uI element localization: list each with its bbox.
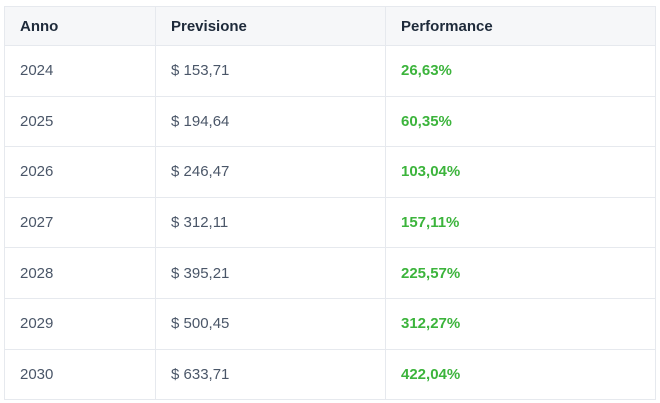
performance-cell: 60,35%	[385, 95, 656, 148]
forecast-cell: $ 246,47	[155, 146, 386, 198]
forecast-cell: $ 312,11	[155, 196, 386, 249]
year-cell: 2028	[4, 247, 156, 299]
performance-cell: 225,57%	[385, 247, 656, 299]
forecast-table-container: Anno Previsione Performance 2024 $ 153,7…	[4, 6, 656, 401]
forecast-cell: $ 194,64	[155, 95, 386, 148]
forecast-table: Anno Previsione Performance 2024 $ 153,7…	[4, 6, 656, 401]
forecast-cell: $ 153,71	[155, 45, 386, 97]
table-body: 2024 $ 153,71 26,63% 2025 $ 194,64 60,35…	[4, 45, 656, 401]
performance-cell: 103,04%	[385, 146, 656, 198]
performance-cell: 312,27%	[385, 297, 656, 350]
year-cell: 2029	[4, 297, 156, 350]
performance-cell: 157,11%	[385, 196, 656, 249]
table-row: 2025 $ 194,64 60,35%	[4, 95, 656, 148]
table-header: Anno Previsione Performance	[4, 6, 656, 46]
table-row: 2027 $ 312,11 157,11%	[4, 196, 656, 249]
year-cell: 2027	[4, 196, 156, 249]
table-row: 2029 $ 500,45 312,27%	[4, 297, 656, 350]
year-cell: 2025	[4, 95, 156, 148]
column-header-performance: Performance	[385, 6, 656, 46]
header-row: Anno Previsione Performance	[4, 6, 656, 46]
table-row: 2030 $ 633,71 422,04%	[4, 348, 656, 401]
table-row: 2026 $ 246,47 103,04%	[4, 146, 656, 198]
forecast-cell: $ 395,21	[155, 247, 386, 299]
forecast-cell: $ 633,71	[155, 348, 386, 401]
column-header-year: Anno	[4, 6, 156, 46]
column-header-forecast: Previsione	[155, 6, 386, 46]
year-cell: 2024	[4, 45, 156, 97]
forecast-cell: $ 500,45	[155, 297, 386, 350]
year-cell: 2030	[4, 348, 156, 401]
performance-cell: 26,63%	[385, 45, 656, 97]
performance-cell: 422,04%	[385, 348, 656, 401]
year-cell: 2026	[4, 146, 156, 198]
table-row: 2024 $ 153,71 26,63%	[4, 45, 656, 97]
table-row: 2028 $ 395,21 225,57%	[4, 247, 656, 299]
